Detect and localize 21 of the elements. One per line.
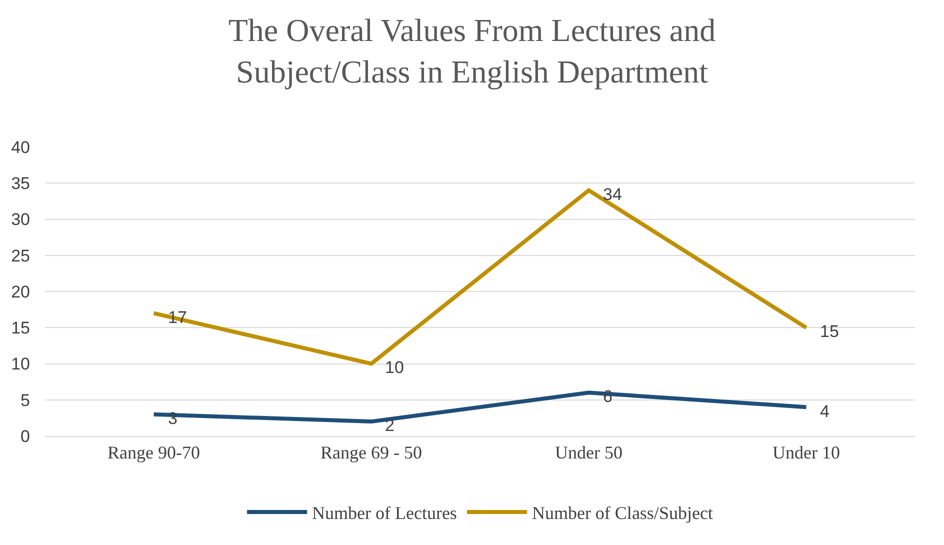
data-label: 34	[603, 185, 622, 204]
legend-label: Number of Class/Subject	[532, 503, 713, 524]
data-label: 4	[820, 402, 830, 421]
y-tick-label: 30	[11, 210, 30, 230]
data-label: 2	[385, 416, 394, 435]
y-tick-label: 10	[11, 354, 30, 374]
y-tick-label: 0	[20, 426, 30, 446]
chart-title: The Overal Values From Lectures and Subject/Class in English Department	[228, 12, 716, 90]
y-tick-label: 20	[11, 282, 30, 302]
y-tick-label: 25	[11, 246, 30, 266]
legend-label: Number of Lectures	[312, 503, 457, 524]
y-tick-label: 5	[20, 390, 30, 410]
x-tick-label: Range 69 - 50	[320, 442, 422, 463]
x-tick-label: Range 90-70	[108, 442, 200, 463]
y-tick-label: 40	[11, 138, 30, 157]
x-tick-label: Under 50	[555, 442, 622, 463]
data-label: 10	[385, 358, 404, 377]
x-tick-label: Under 10	[772, 442, 840, 463]
data-label: 15	[820, 322, 839, 341]
y-tick-label: 35	[11, 174, 30, 194]
y-tick-label: 15	[11, 318, 30, 338]
